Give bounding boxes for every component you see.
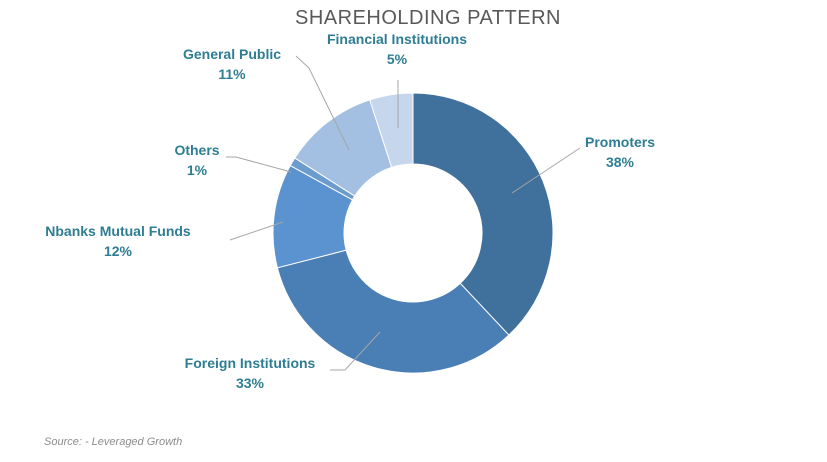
- slice-category-label: Promoters: [585, 134, 655, 150]
- slice-value-label: 11%: [218, 66, 246, 82]
- slice-financial-institutions: [369, 92, 414, 169]
- slice-category-label: Others: [174, 142, 219, 158]
- slice-foreign-institutions: [276, 249, 510, 374]
- leader-lines: [226, 55, 581, 371]
- slice-value-label: 12%: [104, 243, 133, 259]
- slice-value-label: 5%: [387, 51, 408, 67]
- leader-line-promoters: [511, 147, 581, 194]
- slice-category-label: General Public: [183, 46, 281, 62]
- source-note: Source: - Leveraged Growth: [44, 436, 183, 448]
- slice-labels: Promoters 38% Foreign Institutions 33% Nbank…: [45, 31, 655, 391]
- slice-category-label: Nbanks Mutual Funds: [45, 223, 191, 239]
- donut-slices: [272, 92, 554, 374]
- slice-value-label: 1%: [187, 162, 208, 178]
- leader-line-nbanks-mutual-funds: [229, 221, 284, 241]
- slice-category-label: Financial Institutions: [327, 31, 467, 47]
- chart-title: SHAREHOLDING PATTERN: [295, 7, 561, 29]
- leader-line-others: [226, 156, 292, 173]
- leader-line-general-public: [295, 55, 350, 151]
- slice-promoters: [412, 92, 554, 336]
- slice-value-label: 33%: [236, 375, 265, 391]
- slice-category-label: Foreign Institutions: [185, 355, 316, 371]
- slice-value-label: 38%: [606, 154, 635, 170]
- leader-line-foreign-institutions: [330, 331, 381, 371]
